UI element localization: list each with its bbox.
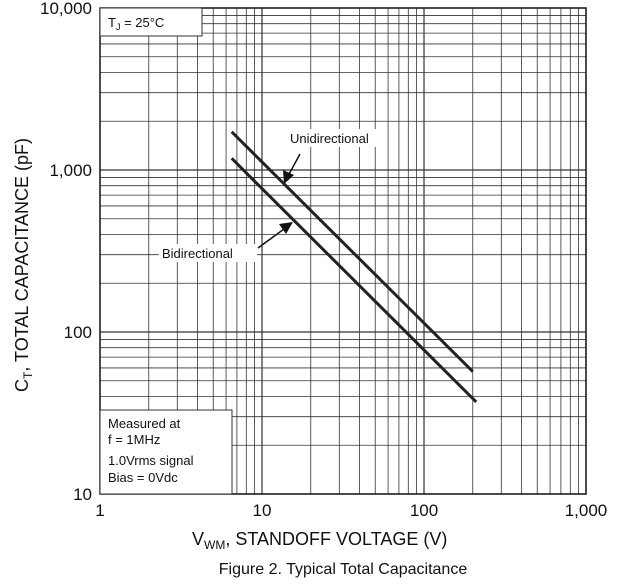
note-line-3: 1.0Vrms signal <box>108 453 194 468</box>
y-tick-label: 100 <box>64 323 92 342</box>
notes-box <box>99 409 233 495</box>
bidirectional-arrowhead <box>279 222 293 234</box>
unidirectional-label: Unidirectional <box>290 131 369 146</box>
series-lines <box>230 130 478 404</box>
y-tick-label: 10 <box>73 485 92 504</box>
condition-rest: = 25°C <box>120 15 164 30</box>
x-tick-label: 100 <box>410 501 438 520</box>
x-axis-title-rest: , STANDOFF VOLTAGE (V) <box>225 529 447 549</box>
condition-label: TJ = 25°C <box>108 15 164 32</box>
condition-box <box>99 7 203 37</box>
condition-main: T <box>108 15 116 30</box>
x-tick-label: 1 <box>95 501 104 520</box>
note-line-2: f = 1MHz <box>108 432 160 447</box>
y-axis-title-rest: , TOTAL CAPACITANCE (pF) <box>12 138 32 372</box>
x-axis-title-sub: WM <box>204 538 225 552</box>
unidirectional-arrow-shaft <box>287 153 301 177</box>
bidirectional-label-bg <box>159 244 257 262</box>
series-line-bidirectional <box>230 157 478 404</box>
x-axis-title: VWM, STANDOFF VOLTAGE (V) <box>192 529 447 552</box>
y-axis-title-main: C <box>12 379 32 392</box>
unidirectional-arrowhead <box>283 170 294 184</box>
y-axis-title: CT, TOTAL CAPACITANCE (pF) <box>12 138 35 392</box>
grid <box>100 8 586 494</box>
plot-frame <box>99 7 587 495</box>
x-tick-label: 10 <box>253 501 272 520</box>
figure-caption: Figure 2. Typical Total Capacitance <box>219 561 468 578</box>
condition-sub: J <box>116 22 121 32</box>
x-tick-labels: 1 10 100 1,000 <box>95 501 607 520</box>
x-axis-title-main: V <box>192 529 204 549</box>
y-axis-title-sub: T <box>21 371 35 379</box>
y-tick-labels: 10 100 1,000 10,000 <box>40 0 92 504</box>
y-tick-label: 10,000 <box>40 0 92 18</box>
x-tick-label: 1,000 <box>565 501 608 520</box>
bidirectional-label: Bidirectional <box>162 246 233 261</box>
unidirectional-label-bg <box>287 129 387 147</box>
series-line-unidirectional <box>230 130 474 373</box>
note-line-4: Bias = 0Vdc <box>108 470 178 485</box>
note-line-1: Measured at <box>108 416 181 431</box>
bidirectional-arrow-shaft <box>257 228 285 249</box>
y-tick-label: 1,000 <box>49 161 92 180</box>
